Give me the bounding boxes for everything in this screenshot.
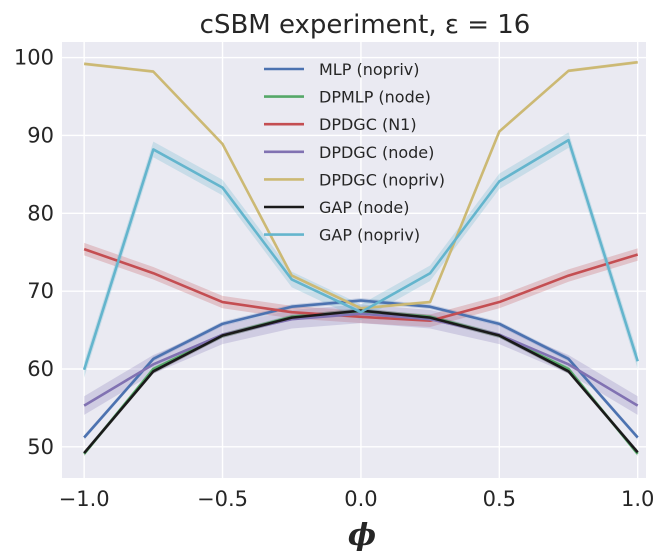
confidence-bands [84,60,638,457]
series-line-mlp-nopriv [83,299,639,439]
legend-label-gap-nopriv: GAP (nopriv) [319,226,420,245]
series-line-dpdgc-n1 [83,247,639,323]
band-dpdgc-n1 [84,242,638,327]
series-line-dpdgc-node [83,312,639,407]
x-tick-label: 0.0 [344,487,377,511]
x-tick-label: 1.0 [621,487,654,511]
x-axis-label: ϕ [348,518,376,552]
legend-label-dpdgc-nopriv: DPDGC (nopriv) [319,170,445,189]
y-tick-label: 100 [14,46,54,70]
band-dpdgc-node [84,304,638,415]
series-line-dpdgc-nopriv [83,60,638,310]
y-tick-label: 90 [27,123,54,147]
band-gap-nopriv [84,132,638,378]
series-line-gap-node [83,309,639,454]
series-line-gap-nopriv [82,138,639,371]
plot-area [62,42,646,478]
legend-label-dpmlp-node: DPMLP (node) [319,88,431,107]
y-tick-label: 60 [27,357,54,381]
legend-label-gap-node: GAP (node) [319,198,410,217]
legend-label-dpdgc-n1: DPDGC (N1) [319,115,417,134]
legend-label-mlp-nopriv: MLP (nopriv) [319,60,420,79]
x-axis-ticks: −1.0 −0.5 0.0 0.5 1.0 [59,487,655,511]
x-tick-label: −0.5 [197,487,248,511]
series-lines [82,60,639,455]
legend-label-dpdgc-node: DPDGC (node) [319,143,434,162]
x-tick-label: −1.0 [59,487,110,511]
legend: MLP (nopriv) DPMLP (node) DPDGC (N1) DPDGC … [264,60,445,245]
y-axis-ticks: 50 60 70 80 90 100 [14,46,54,459]
y-tick-label: 50 [27,435,54,459]
x-tick-label: 0.5 [483,487,516,511]
y-tick-label: 80 [27,201,54,225]
y-tick-label: 70 [27,279,54,303]
chart-title: cSBM experiment, ε = 16 [200,10,531,40]
